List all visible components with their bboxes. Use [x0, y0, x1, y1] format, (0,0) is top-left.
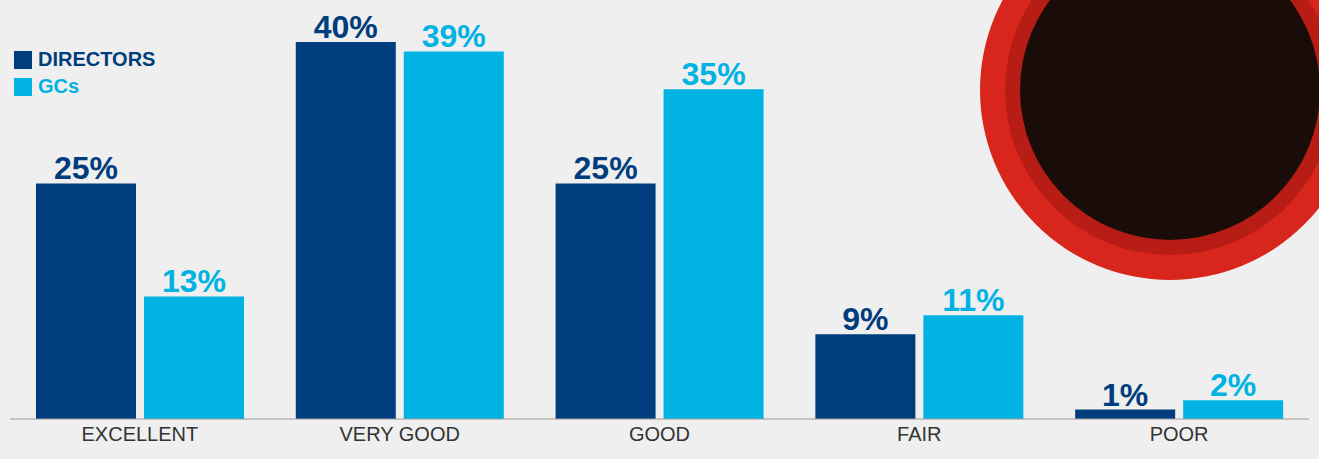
svg-text:40%: 40%: [314, 9, 378, 45]
svg-text:VERY GOOD: VERY GOOD: [339, 423, 459, 445]
svg-text:13%: 13%: [162, 263, 226, 299]
svg-text:25%: 25%: [574, 150, 638, 186]
svg-text:FAIR: FAIR: [897, 423, 941, 445]
svg-text:POOR: POOR: [1150, 423, 1209, 445]
svg-text:39%: 39%: [422, 18, 486, 54]
svg-text:GOOD: GOOD: [629, 423, 690, 445]
svg-text:1%: 1%: [1102, 377, 1148, 413]
html-text:DIRECTORS: DIRECTORS: [38, 48, 156, 70]
svg-text:2%: 2%: [1210, 367, 1256, 403]
svg-text:11%: 11%: [942, 282, 1004, 318]
html-text:GCs: GCs: [38, 75, 80, 97]
svg-text:EXCELLENT: EXCELLENT: [82, 423, 199, 445]
svg-text:25%: 25%: [54, 150, 118, 186]
svg-text:35%: 35%: [682, 56, 746, 92]
svg-text:9%: 9%: [842, 301, 888, 337]
